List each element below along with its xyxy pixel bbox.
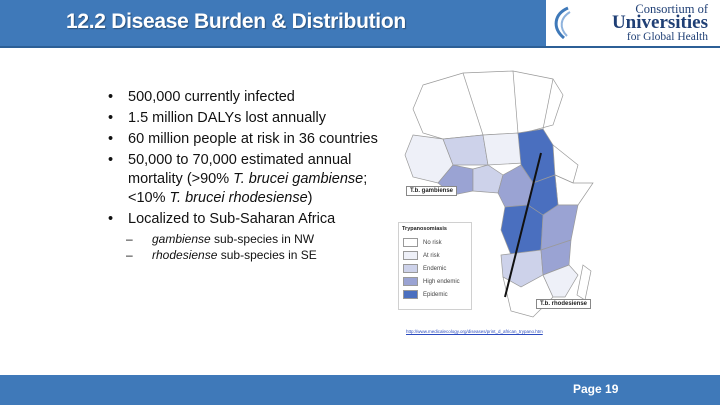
logo-line-1: Consortium of — [635, 2, 708, 16]
source-link[interactable]: http://www.medicalecology.org/diseases/p… — [406, 329, 543, 334]
bullet-item: • 50,000 to 70,000 estimated annual morta… — [108, 152, 368, 206]
legend-swatch — [403, 277, 418, 286]
bullet-dot-icon: • — [108, 131, 114, 147]
bullet-item: • Localized to Sub-Saharan Africa — [108, 211, 336, 227]
legend-item: High endemic — [403, 277, 460, 286]
sub-bullet-item: – rhodesiense sub-species in SE — [126, 248, 317, 262]
legend-item: Endemic — [403, 264, 446, 273]
sub-bullet-item: – gambiense sub-species in NW — [126, 232, 315, 246]
logo-line-3: for Global Health — [626, 31, 708, 43]
bullet-list: • 500,000 currently infected • 1.5 million… — [106, 88, 388, 263]
footer-bar — [0, 375, 720, 405]
slide-title: 12.2 Disease Burden & Distribution — [66, 10, 406, 33]
legend-item: Epidemic — [403, 290, 448, 299]
map-legend: Trypanosomiasis No risk At risk Endemic … — [398, 222, 472, 310]
rhodesiense-label: T.b. rhodesiense — [536, 299, 592, 309]
legend-swatch — [403, 238, 418, 247]
legend-swatch — [403, 264, 418, 273]
bullet-dot-icon: • — [108, 89, 114, 105]
legend-item: No risk — [403, 238, 442, 247]
consortium-logo: Consortium of Universities for Global He… — [546, 0, 720, 46]
bullet-item: • 1.5 million DALYs lost annually — [108, 110, 326, 126]
legend-title: Trypanosomiasis — [402, 226, 447, 232]
bullet-item: • 500,000 currently infected — [108, 89, 295, 105]
dash-icon: – — [126, 248, 133, 262]
legend-swatch — [403, 290, 418, 299]
bullet-dot-icon: • — [108, 110, 114, 126]
logo-line-2: Universities — [611, 12, 708, 33]
bullet-dot-icon: • — [108, 211, 114, 227]
page-number: Page 19 — [573, 382, 619, 396]
bullet-item: • 60 million people at risk in 36 countri… — [108, 131, 378, 147]
logo-swoosh-icon — [554, 6, 571, 40]
bullet-dot-icon: • — [108, 152, 114, 168]
legend-swatch — [403, 251, 418, 260]
dash-icon: – — [126, 232, 133, 246]
legend-item: At risk — [403, 251, 440, 260]
gambiense-label: T.b. gambiense — [406, 186, 458, 196]
